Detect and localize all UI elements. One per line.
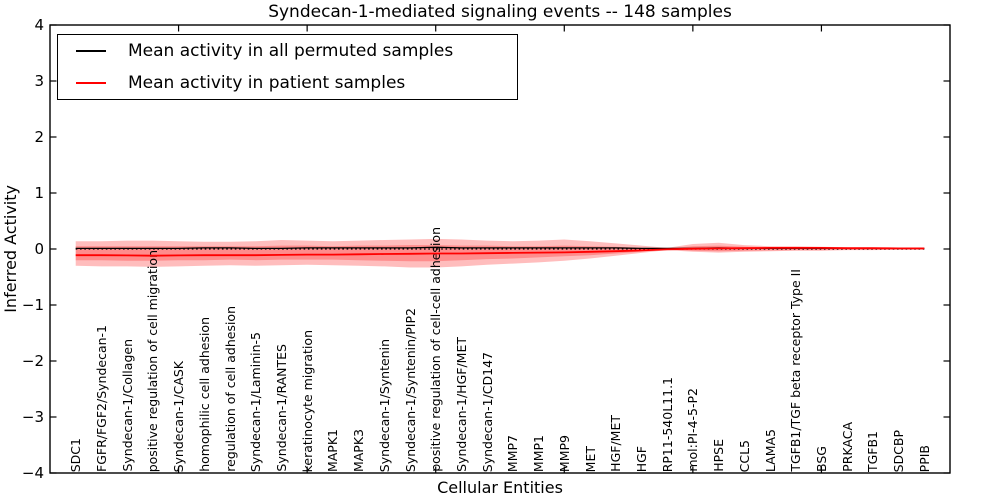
chart-title: Syndecan-1-mediated signaling events -- …: [268, 2, 732, 22]
x-axis-label: Cellular Entities: [437, 478, 563, 497]
y-tick-label: 1: [34, 184, 44, 202]
legend-item: Mean activity in patient samples: [58, 68, 517, 98]
y-axis-label: Inferred Activity: [1, 185, 20, 313]
y-tick-label: −3: [21, 408, 44, 426]
y-tick-label: −4: [21, 464, 44, 482]
legend-item-label: Mean activity in patient samples: [128, 73, 406, 93]
legend-item-label: Mean activity in all permuted samples: [128, 41, 454, 61]
y-tick-label: 2: [34, 128, 44, 146]
y-axis-label-wrap: Inferred Activity: [0, 25, 22, 473]
y-tick-label: 4: [34, 16, 44, 34]
y-tick-label: −2: [21, 352, 44, 370]
legend: Mean activity in all permuted samples Me…: [57, 34, 518, 100]
y-tick-label: 3: [34, 72, 44, 90]
y-tick-label: −1: [21, 296, 44, 314]
y-tick-label: 0: [34, 240, 44, 258]
legend-item: Mean activity in all permuted samples: [58, 36, 517, 66]
series-patient-line: [75, 246, 925, 257]
legend-line-sample-patient: [76, 82, 106, 84]
legend-line-sample-permuted: [76, 50, 106, 52]
